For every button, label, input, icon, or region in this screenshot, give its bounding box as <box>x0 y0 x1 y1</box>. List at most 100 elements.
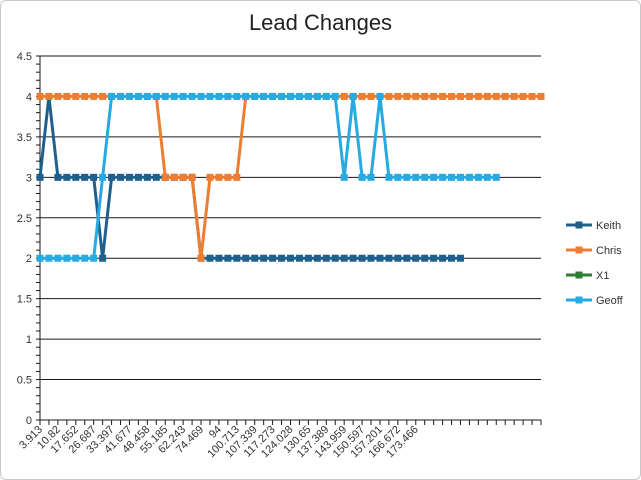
data-point-geoff <box>197 92 205 100</box>
data-point-keith <box>125 173 133 181</box>
data-point-geoff <box>448 173 456 181</box>
data-point-chris <box>197 254 205 262</box>
data-point-keith <box>224 254 232 262</box>
data-point-keith <box>108 173 116 181</box>
data-point-geoff <box>251 92 259 100</box>
data-point-geoff <box>81 254 89 262</box>
legend-swatch-marker <box>575 221 583 229</box>
data-point-geoff <box>143 92 151 100</box>
data-point-keith <box>99 254 107 262</box>
chart-title: Lead Changes <box>248 10 393 35</box>
data-point-chris <box>45 92 53 100</box>
legend-label: Chris <box>596 245 622 257</box>
data-point-keith <box>313 254 321 262</box>
data-point-chris <box>519 92 527 100</box>
data-point-keith <box>278 254 286 262</box>
data-point-keith <box>394 254 402 262</box>
data-point-geoff <box>474 173 482 181</box>
data-point-keith <box>269 254 277 262</box>
data-point-geoff <box>99 173 107 181</box>
data-point-keith <box>81 173 89 181</box>
data-point-keith <box>456 254 464 262</box>
data-point-keith <box>421 254 429 262</box>
data-point-keith <box>367 254 375 262</box>
data-point-keith <box>251 254 259 262</box>
data-point-geoff <box>367 173 375 181</box>
data-point-geoff <box>465 173 473 181</box>
data-point-geoff <box>72 254 80 262</box>
data-point-geoff <box>358 173 366 181</box>
data-point-chris <box>483 92 491 100</box>
data-point-chris <box>421 92 429 100</box>
data-point-keith <box>340 254 348 262</box>
y-tick-label: 1 <box>26 334 32 346</box>
data-point-chris <box>170 173 178 181</box>
data-point-geoff <box>349 92 357 100</box>
data-point-chris <box>54 92 62 100</box>
data-point-chris <box>188 173 196 181</box>
data-point-chris <box>430 92 438 100</box>
data-point-geoff <box>242 92 250 100</box>
data-point-chris <box>448 92 456 100</box>
data-point-chris <box>367 92 375 100</box>
data-point-chris <box>492 92 500 100</box>
data-point-keith <box>295 254 303 262</box>
data-point-keith <box>215 254 223 262</box>
data-point-keith <box>260 254 268 262</box>
data-point-chris <box>465 92 473 100</box>
data-point-geoff <box>45 254 53 262</box>
data-point-geoff <box>125 92 133 100</box>
legend-item-geoff: Geoff <box>566 295 624 307</box>
data-point-chris <box>99 92 107 100</box>
data-point-chris <box>403 92 411 100</box>
data-point-keith <box>430 254 438 262</box>
data-point-keith <box>448 254 456 262</box>
y-tick-label: 2.5 <box>17 213 32 225</box>
data-point-geoff <box>215 92 223 100</box>
y-tick-label: 1.5 <box>17 294 32 306</box>
series-line-geoff <box>40 94 497 260</box>
data-point-geoff <box>456 173 464 181</box>
data-point-geoff <box>412 173 420 181</box>
data-point-keith <box>403 254 411 262</box>
data-point-chris <box>537 92 545 100</box>
data-point-keith <box>358 254 366 262</box>
y-tick-label: 2 <box>26 253 32 265</box>
data-point-keith <box>54 173 62 181</box>
data-point-geoff <box>483 173 491 181</box>
data-point-geoff <box>340 173 348 181</box>
data-point-keith <box>63 173 71 181</box>
data-point-geoff <box>188 92 196 100</box>
data-point-geoff <box>269 92 277 100</box>
data-point-geoff <box>295 92 303 100</box>
data-point-chris <box>439 92 447 100</box>
legend: Keith Chris X1 Geoff <box>566 220 624 307</box>
legend-item-chris: Chris <box>566 245 622 257</box>
data-point-chris <box>81 92 89 100</box>
data-point-chris <box>474 92 482 100</box>
y-tick-label: 4.5 <box>17 51 32 63</box>
legend-item-x1: X1 <box>566 270 609 282</box>
data-point-geoff <box>304 92 312 100</box>
data-point-chris <box>340 92 348 100</box>
data-point-chris <box>90 92 98 100</box>
data-point-chris <box>394 92 402 100</box>
legend-item-keith: Keith <box>566 220 621 232</box>
data-point-keith <box>152 173 160 181</box>
data-point-keith <box>385 254 393 262</box>
data-point-geoff <box>206 92 214 100</box>
data-point-keith <box>134 173 142 181</box>
data-point-geoff <box>313 92 321 100</box>
data-point-geoff <box>376 92 384 100</box>
data-point-chris <box>501 92 509 100</box>
data-point-keith <box>117 173 125 181</box>
legend-swatch-marker <box>575 246 583 254</box>
data-point-keith <box>304 254 312 262</box>
y-tick-label: 0 <box>26 415 32 427</box>
data-point-chris <box>224 173 232 181</box>
data-point-geoff <box>54 254 62 262</box>
data-point-geoff <box>385 173 393 181</box>
data-point-keith <box>242 254 250 262</box>
data-point-geoff <box>179 92 187 100</box>
data-point-geoff <box>152 92 160 100</box>
